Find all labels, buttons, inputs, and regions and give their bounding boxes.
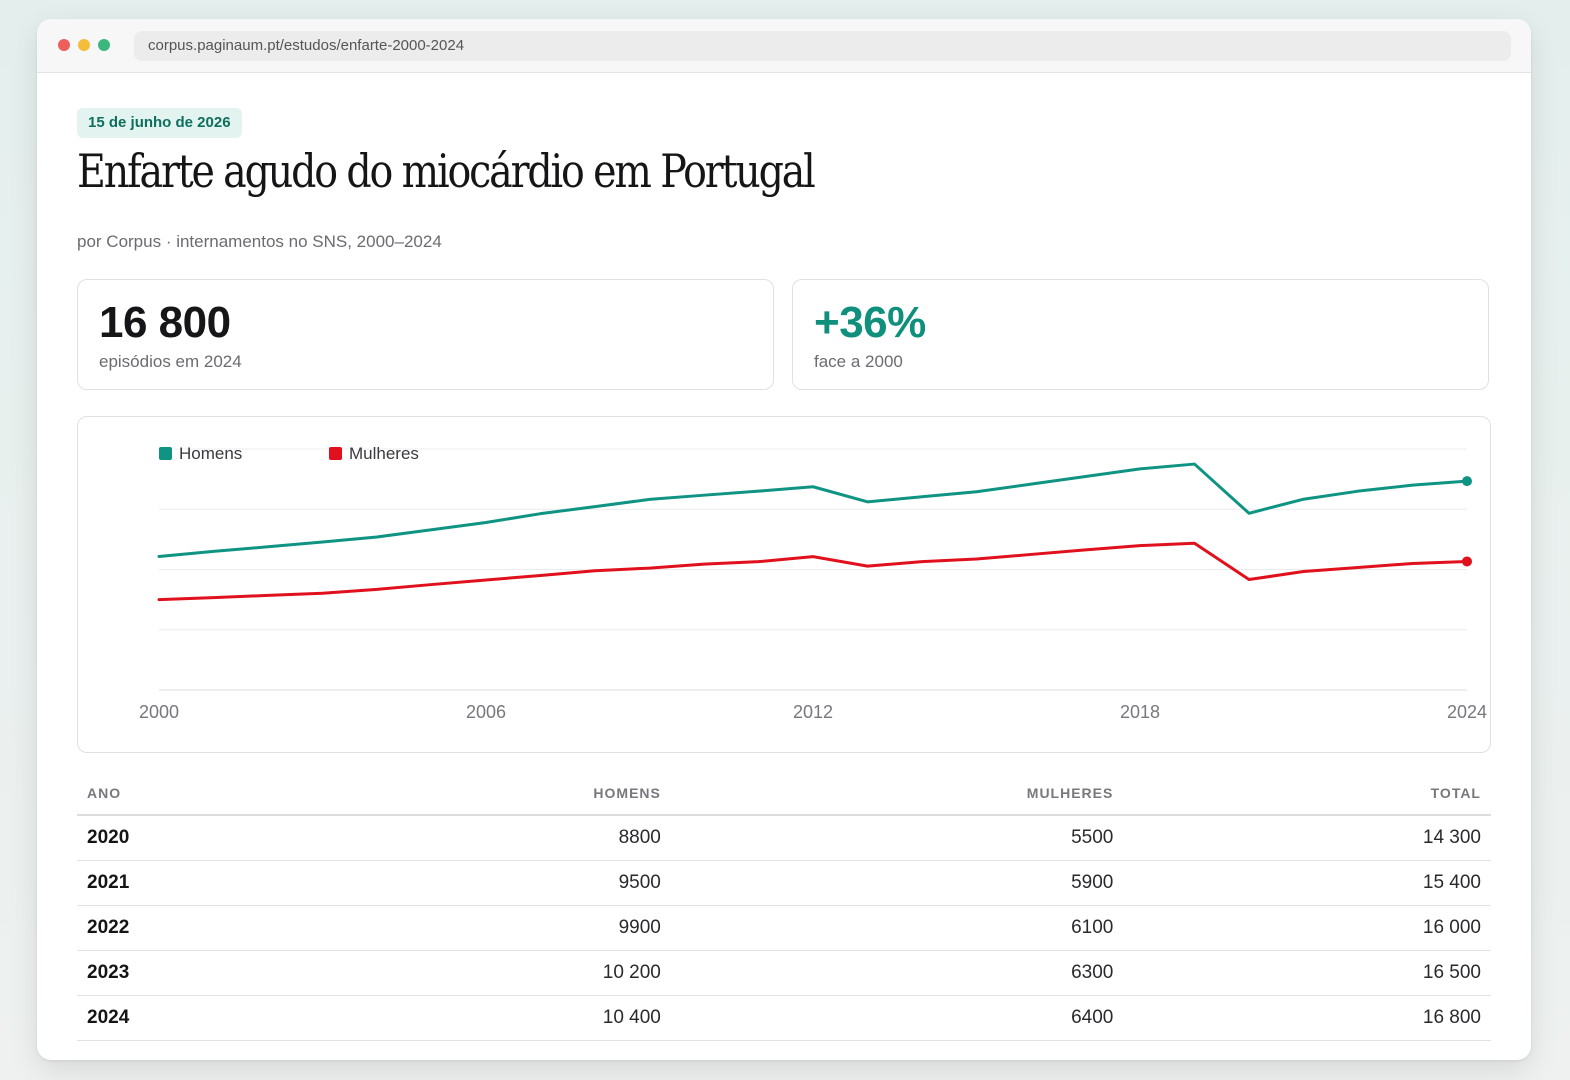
stat-card-change: +36% face a 2000: [792, 279, 1489, 390]
series-end-point: [1462, 556, 1472, 567]
cell-total: 14 300: [1123, 815, 1491, 861]
cell-women: 6400: [670, 995, 1124, 1041]
column-header-men: HOMENS: [388, 772, 671, 816]
cell-women: 6300: [670, 950, 1124, 996]
cell-total: 16 800: [1123, 995, 1491, 1041]
browser-titlebar: corpus.paginaum.pt/estudos/enfarte-2000-…: [37, 19, 1531, 73]
table-row: 2022 9900 6100 16 000: [77, 905, 1491, 951]
stat-value: 16 800: [99, 298, 231, 347]
column-header-women: MULHERES: [670, 772, 1124, 816]
article: 15 de junho de 2026 Enfarte agudo do mio…: [77, 72, 1491, 1060]
page-title: Enfarte agudo do miocárdio em Portugal: [77, 144, 816, 198]
x-tick-label: 2024: [1447, 702, 1487, 722]
minimize-window-icon[interactable]: [78, 39, 90, 51]
date-badge: 15 de junho de 2026: [77, 108, 242, 138]
x-tick-label: 2006: [466, 702, 506, 722]
close-window-icon[interactable]: [58, 39, 70, 51]
cell-total: 16 000: [1123, 905, 1491, 951]
series-line-homens: [157, 462, 1469, 558]
browser-window: corpus.paginaum.pt/estudos/enfarte-2000-…: [37, 19, 1531, 1060]
line-chart: 2000 2006 2012 2018 2024 Homens Mulheres: [139, 444, 1487, 722]
column-header-year: ANO: [77, 772, 389, 816]
legend-swatch-homens: [159, 447, 172, 460]
cell-year: 2021: [77, 860, 389, 906]
table-row: 2021 9500 5900 15 400: [77, 860, 1491, 906]
cell-men: 9900: [388, 905, 671, 951]
cell-total: 16 500: [1123, 950, 1491, 996]
column-header-total: TOTAL: [1123, 772, 1491, 816]
stat-value: +36%: [814, 298, 926, 347]
cell-year: 2024: [77, 995, 389, 1041]
table-header-row: ANO HOMENS MULHERES TOTAL: [77, 772, 1491, 816]
cell-year: 2023: [77, 950, 389, 996]
cell-men: 8800: [388, 815, 671, 861]
cell-men: 9500: [388, 860, 671, 906]
stat-label: face a 2000: [814, 352, 903, 371]
cell-men: 10 400: [388, 995, 671, 1041]
data-table: ANO HOMENS MULHERES TOTAL 2020 8800 5500 14…: [77, 772, 1491, 1041]
x-tick-label: 2000: [139, 702, 179, 722]
cell-women: 5900: [670, 860, 1124, 906]
cell-men: 10 200: [388, 950, 671, 996]
x-tick-label: 2012: [793, 702, 833, 722]
cell-year: 2020: [77, 815, 389, 861]
legend-label-homens: Homens: [179, 444, 242, 463]
series-line-mulheres: [157, 541, 1469, 602]
maximize-window-icon[interactable]: [98, 39, 110, 51]
legend-label-mulheres: Mulheres: [349, 444, 419, 463]
address-bar[interactable]: corpus.paginaum.pt/estudos/enfarte-2000-…: [134, 31, 1511, 61]
table-row: 2024 10 400 6400 16 800: [77, 995, 1491, 1041]
table-row: 2023 10 200 6300 16 500: [77, 950, 1491, 996]
cell-total: 15 400: [1123, 860, 1491, 906]
legend-swatch-mulheres: [329, 447, 342, 460]
cell-women: 6100: [670, 905, 1124, 951]
cell-women: 5500: [670, 815, 1124, 861]
stat-label: episódios em 2024: [99, 352, 242, 371]
table-body: 2020 8800 5500 14 300 2021 9500 5900 15 400 2022…: [77, 815, 1491, 1041]
x-tick-label: 2018: [1120, 702, 1160, 722]
series-end-point: [1462, 476, 1472, 487]
stat-card-episodes: 16 800 episódios em 2024: [77, 279, 774, 390]
cell-year: 2022: [77, 905, 389, 951]
byline: por Corpus · internamentos no SNS, 2000–…: [77, 232, 442, 251]
table-row: 2020 8800 5500 14 300: [77, 815, 1491, 861]
line-chart-card: 2000 2006 2012 2018 2024 Homens Mulheres: [77, 416, 1491, 753]
